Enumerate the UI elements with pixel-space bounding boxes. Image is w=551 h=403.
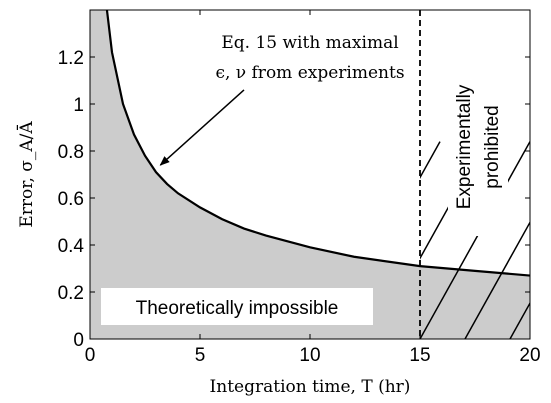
y-tick-label: 0	[73, 330, 84, 351]
impossible-label: Theoretically impossible	[136, 298, 339, 319]
y-tick-label: 0.4	[58, 236, 85, 257]
x-tick-label: 10	[299, 345, 320, 366]
y-tick-label: 0.8	[58, 142, 84, 163]
y-tick-label: 1	[73, 95, 84, 116]
y-tick-label: 0.6	[58, 189, 84, 210]
error-curve-line	[105, 10, 530, 277]
impossible-label-box	[101, 288, 373, 325]
x-tick-label: 0	[85, 345, 96, 366]
prohibited-label-line1: Experimentally	[454, 84, 475, 209]
labels: 0 5 10 15 20 0 0.2 0.4 0.6 0.8 1 1.2 Integration tim…	[16, 33, 541, 397]
y-tick-label: 1.2	[58, 48, 84, 69]
annotation-arrow	[159, 89, 245, 166]
x-tick-label: 5	[195, 345, 206, 366]
curve-annotation-line2: ϵ, ν from experiments	[215, 63, 404, 83]
x-tick-label: 15	[409, 345, 430, 366]
y-tick-label: 0.2	[58, 283, 84, 304]
hatch-line	[420, 141, 441, 180]
hatch-line	[509, 301, 530, 339]
hatch-line	[420, 141, 530, 339]
x-tick-label: 20	[519, 345, 540, 366]
axes	[89, 9, 531, 340]
curve-annotation-line1: Eq. 15 with maximal	[221, 33, 398, 53]
prohibited-label-line2: prohibited	[482, 105, 503, 188]
shaded-impossible-region	[90, 10, 530, 339]
hatch-line	[464, 220, 530, 339]
y-axis-label: Error, σ_A/Ā	[16, 121, 37, 228]
prohibited-label-box	[448, 58, 508, 236]
x-axis-label: Integration time, T (hr)	[210, 377, 411, 397]
